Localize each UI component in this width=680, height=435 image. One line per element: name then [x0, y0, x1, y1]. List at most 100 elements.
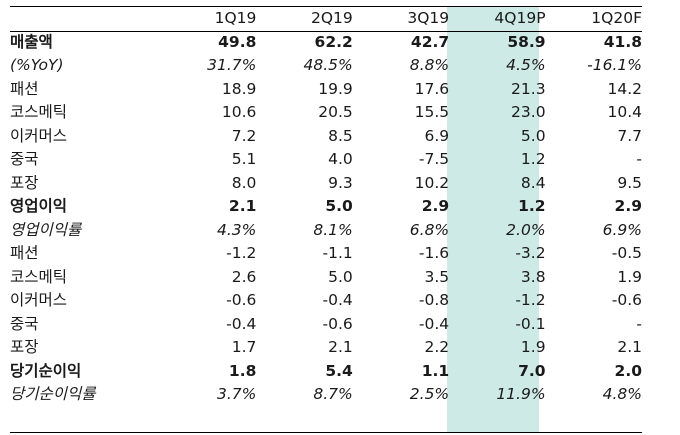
value-cell: 15.5	[414, 103, 450, 121]
row-label: 코스메틱	[10, 103, 68, 121]
table-row: 코스메틱 2.6 5.0 3.5 3.8 1.9	[10, 266, 642, 290]
value-cell: -7.5	[418, 150, 450, 168]
row-label: 이커머스	[10, 291, 68, 309]
value-cell: -0.6	[226, 291, 257, 309]
value-cell: 3.7%	[217, 385, 257, 403]
value-cell: 5.0	[325, 197, 353, 215]
value-cell: 2.1	[228, 197, 257, 215]
header-3q19: 3Q19	[407, 9, 450, 27]
table-row: 당기순이익 1.8 5.4 1.1 7.0 2.0	[10, 360, 642, 384]
value-cell: 1.2	[520, 150, 546, 168]
table-row: 영업이익 2.1 5.0 2.9 1.2 2.9	[10, 195, 642, 219]
value-cell: 10.2	[414, 173, 450, 192]
value-cell: 1.2	[518, 197, 546, 215]
header-label-cell	[10, 7, 160, 31]
value-cell: -0.4	[322, 291, 353, 309]
table-row: (%YoY) 31.7% 48.5% 8.8% 4.5% -16.1%	[10, 54, 642, 78]
value-cell: -0.4	[226, 314, 257, 333]
table-row: 코스메틱 10.6 20.5 15.5 23.0 10.4	[10, 101, 642, 125]
value-cell: 7.2	[231, 126, 257, 145]
value-cell: 2.0%	[506, 220, 546, 239]
value-cell: 4.0	[328, 150, 353, 168]
value-cell: 6.8%	[409, 220, 450, 239]
value-cell: 49.8	[218, 32, 257, 51]
table-row: 영업이익률 4.3% 8.1% 6.8% 2.0% 6.9%	[10, 219, 642, 243]
header-2q19: 2Q19	[310, 9, 353, 27]
value-cell: -1.2	[226, 244, 257, 262]
value-cell: 2.2	[424, 338, 450, 356]
header-1q19: 1Q19	[214, 9, 257, 27]
row-label: (%YoY)	[10, 56, 64, 74]
value-cell: 2.9	[421, 197, 450, 215]
value-cell: 1.1	[421, 361, 450, 380]
table-bottom-rule	[10, 432, 642, 433]
table-row: 중국 -0.4 -0.6 -0.4 -0.1 -	[10, 313, 642, 337]
value-cell: 3.5	[424, 267, 450, 286]
value-cell: 42.7	[410, 32, 450, 51]
value-cell: 23.0	[511, 103, 546, 121]
value-cell: 8.8%	[409, 56, 450, 74]
value-cell: 5.0	[520, 126, 546, 145]
value-cell: 14.2	[607, 79, 642, 98]
value-cell: 2.6	[231, 267, 257, 286]
value-cell: -	[636, 150, 642, 168]
value-cell: 1.8	[228, 361, 257, 380]
row-label: 당기순이익률	[10, 385, 96, 403]
value-cell: 9.3	[328, 173, 353, 192]
value-cell: 8.1%	[313, 220, 353, 239]
value-cell: 1.9	[617, 267, 642, 286]
value-cell: 4.3%	[217, 220, 257, 239]
table-row: 포장 8.0 9.3 10.2 8.4 9.5	[10, 172, 642, 196]
header-1q20f: 1Q20F	[591, 9, 642, 27]
value-cell: 5.0	[328, 267, 353, 286]
value-cell: 19.9	[318, 79, 353, 98]
value-cell: 2.9	[614, 197, 642, 215]
value-cell: 31.7%	[207, 56, 257, 74]
value-cell: 21.3	[511, 79, 546, 98]
value-cell: 8.7%	[313, 385, 353, 403]
value-cell: 7.7	[617, 126, 642, 145]
value-cell: -0.6	[611, 291, 642, 309]
value-cell: 9.5	[617, 173, 642, 192]
value-cell: 1.7	[231, 338, 257, 356]
row-label: 당기순이익	[10, 361, 82, 380]
value-cell: 5.4	[325, 361, 353, 380]
header-4q19p: 4Q19P	[494, 9, 546, 27]
table-row: 이커머스 7.2 8.5 6.9 5.0 7.7	[10, 125, 642, 149]
value-cell: -0.8	[418, 291, 450, 309]
value-cell: 20.5	[318, 103, 353, 121]
row-label: 중국	[10, 150, 39, 168]
value-cell: 10.4	[607, 103, 642, 121]
value-cell: 10.6	[221, 103, 257, 121]
value-cell: -16.1%	[587, 56, 642, 74]
row-label: 영업이익	[10, 197, 68, 215]
value-cell: 11.9%	[496, 385, 546, 403]
value-cell: 2.1	[617, 338, 642, 356]
value-cell: 5.1	[231, 150, 257, 168]
value-cell: 4.5%	[506, 56, 546, 74]
value-cell: -0.5	[611, 244, 642, 262]
table-row: 이커머스 -0.6 -0.4 -0.8 -1.2 -0.6	[10, 289, 642, 313]
value-cell: 2.0	[614, 361, 642, 380]
value-cell: 48.5%	[303, 56, 353, 74]
value-cell: 62.2	[314, 32, 353, 51]
value-cell: -	[636, 314, 642, 333]
value-cell: -1.6	[418, 244, 450, 262]
value-cell: 2.1	[328, 338, 353, 356]
row-label: 포장	[10, 338, 39, 356]
value-cell: 8.0	[231, 173, 257, 192]
value-cell: 17.6	[414, 79, 450, 98]
value-cell: -1.1	[322, 244, 353, 262]
table-row: 포장 1.7 2.1 2.2 1.9 2.1	[10, 336, 642, 360]
value-cell: 8.5	[328, 126, 353, 145]
value-cell: 7.0	[518, 361, 546, 380]
table-row: 중국 5.1 4.0 -7.5 1.2 -	[10, 148, 642, 172]
row-label: 매출액	[10, 32, 53, 51]
row-label: 패션	[10, 244, 39, 262]
value-cell: 3.8	[520, 267, 546, 286]
table-row: 당기순이익률 3.7% 8.7% 2.5% 11.9% 4.8%	[10, 383, 642, 407]
row-label: 중국	[10, 314, 39, 333]
value-cell: -0.4	[418, 314, 450, 333]
row-label: 이커머스	[10, 126, 68, 145]
row-label: 영업이익률	[10, 220, 82, 239]
